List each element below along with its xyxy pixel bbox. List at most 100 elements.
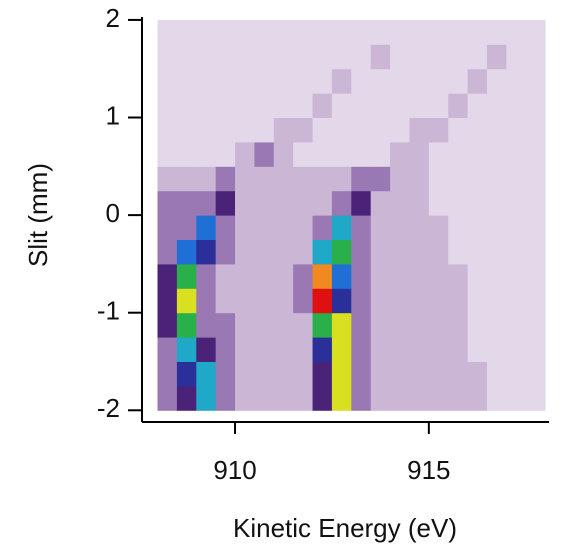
heatmap-cell <box>312 190 333 216</box>
heatmap-cell <box>351 44 372 70</box>
heatmap-cell <box>370 166 391 192</box>
heatmap-cell <box>215 190 236 216</box>
heatmap-cell <box>370 239 391 265</box>
heatmap-cell <box>525 337 546 362</box>
heatmap-cell <box>196 44 217 70</box>
heatmap-cell <box>331 288 352 314</box>
heatmap-cell <box>467 337 488 362</box>
heatmap-cell <box>235 312 255 338</box>
heatmap-cell <box>293 215 314 241</box>
heatmap-cell <box>506 141 527 167</box>
heatmap-cell <box>486 385 507 411</box>
heatmap-cell <box>409 263 430 289</box>
heatmap-cell <box>254 141 275 167</box>
heatmap-cell <box>409 141 430 167</box>
heatmap-cell <box>370 19 391 45</box>
heatmap-cell <box>273 93 294 119</box>
heatmap-cell <box>525 385 546 411</box>
heatmap-cell <box>196 239 217 265</box>
heatmap-cell <box>506 337 527 362</box>
heatmap-cell <box>525 166 546 192</box>
heatmap-cell <box>215 337 236 362</box>
heatmap-cell <box>448 263 469 289</box>
heatmap-cell <box>525 312 546 338</box>
heatmap-cell <box>351 68 372 94</box>
heatmap-cell <box>467 312 488 338</box>
heatmap-cell <box>176 141 197 167</box>
heatmap-cell <box>486 93 507 119</box>
heatmap-cell <box>215 44 236 70</box>
heatmap-cell <box>157 239 178 265</box>
heatmap-cell <box>331 117 352 143</box>
heatmap-cell <box>312 68 333 94</box>
heatmap-cell <box>312 239 333 265</box>
heatmap-cell <box>254 190 275 216</box>
heatmap-cell <box>525 263 546 289</box>
heatmap-cell <box>196 117 217 143</box>
heatmap-cell <box>370 361 391 387</box>
heatmap-cell <box>390 361 410 387</box>
heatmap-cell <box>448 288 469 314</box>
heatmap-cell <box>235 385 255 411</box>
heatmap-cell <box>254 44 275 70</box>
heatmap-cell <box>467 117 488 143</box>
heatmap-cell <box>506 239 527 265</box>
heatmap-cell <box>312 263 333 289</box>
heatmap-cell <box>525 361 546 387</box>
heatmap-cell <box>215 68 236 94</box>
heatmap-cell <box>390 117 410 143</box>
heatmap-cell <box>351 288 372 314</box>
heatmap-cell <box>448 19 469 45</box>
heatmap-cell <box>506 190 527 216</box>
heatmap-cell <box>370 93 391 119</box>
heatmap-cell <box>448 385 469 411</box>
heatmap-cell <box>467 190 488 216</box>
heatmap-cell <box>215 385 236 411</box>
heatmap-cell <box>351 141 372 167</box>
heatmap-cell <box>273 312 294 338</box>
heatmap-cell <box>157 117 178 143</box>
heatmap-cell <box>215 166 236 192</box>
heatmap-cell <box>176 93 197 119</box>
heatmap-cell <box>254 361 275 387</box>
heatmap-cell <box>331 93 352 119</box>
heatmap-cell <box>235 215 255 241</box>
heatmap-cell <box>506 385 527 411</box>
heatmap-cell <box>254 263 275 289</box>
heatmap-cell <box>273 239 294 265</box>
heatmap-cell <box>235 190 255 216</box>
heatmap-cell <box>467 166 488 192</box>
heatmap-cell <box>196 68 217 94</box>
heatmap-cell <box>196 141 217 167</box>
heatmap-cell <box>157 68 178 94</box>
heatmap-cell <box>157 263 178 289</box>
heatmap-cell <box>351 337 372 362</box>
heatmap-cell <box>293 337 314 362</box>
heatmap-cell <box>486 44 507 70</box>
heatmap-cell <box>293 166 314 192</box>
heatmap-cell <box>390 312 410 338</box>
heatmap-cell <box>486 312 507 338</box>
heatmap-cell <box>428 93 449 119</box>
heatmap-cell <box>176 361 197 387</box>
heatmap-cell <box>428 361 449 387</box>
heatmap-cell <box>467 44 488 70</box>
x-tick-label: 910 <box>213 455 256 485</box>
heatmap-cell <box>428 19 449 45</box>
heatmap-cell <box>409 215 430 241</box>
heatmap-cell <box>525 239 546 265</box>
heatmap-cell <box>428 190 449 216</box>
heatmap-cell <box>428 141 449 167</box>
heatmap-cell <box>428 337 449 362</box>
heatmap-cell <box>390 239 410 265</box>
heatmap-cell <box>351 166 372 192</box>
heatmap-cell <box>235 263 255 289</box>
heatmap-cell <box>409 312 430 338</box>
heatmap-cell <box>409 68 430 94</box>
heatmap-cell <box>215 361 236 387</box>
heatmap-cell <box>525 288 546 314</box>
heatmap-cell <box>331 68 352 94</box>
heatmap-cell <box>293 385 314 411</box>
heatmap-cell <box>370 312 391 338</box>
heatmap-cell <box>196 263 217 289</box>
